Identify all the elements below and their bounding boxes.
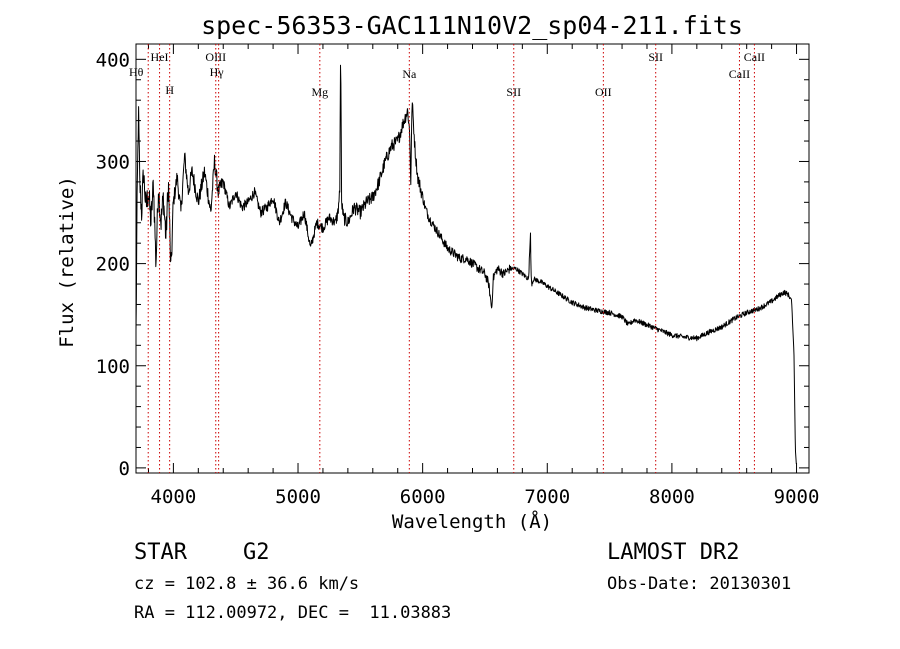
plot-frame bbox=[135, 43, 810, 474]
chart-title: spec-56353-GAC111N10V2_sp04-211.fits bbox=[201, 11, 743, 40]
x-tick-label: 9000 bbox=[774, 486, 820, 508]
line-marker-label: CaII bbox=[729, 67, 750, 81]
x-tick-label: 5000 bbox=[275, 486, 321, 508]
x-tick-label: 7000 bbox=[524, 486, 570, 508]
y-tick-label: 200 bbox=[96, 254, 130, 276]
observation-date: Obs-Date: 20130301 bbox=[607, 574, 792, 594]
redshift-cz: cz = 102.8 ± 36.6 km/s bbox=[134, 574, 360, 594]
line-marker-label: Mg bbox=[311, 85, 328, 99]
line-marker-label: Na bbox=[402, 67, 417, 81]
line-marker-label: OIII bbox=[205, 50, 226, 64]
x-tick-label: 6000 bbox=[400, 486, 446, 508]
line-marker-label: SII bbox=[648, 50, 663, 64]
object-class: STAR bbox=[134, 540, 187, 565]
object-subclass: G2 bbox=[243, 540, 270, 565]
survey-name: LAMOST DR2 bbox=[607, 540, 740, 565]
y-tick-label: 100 bbox=[96, 356, 130, 378]
line-marker-label: Hγ bbox=[210, 65, 225, 79]
axis-ticks: 4000 5000 6000 7000 8000 9000 0 100 200 300 400 bbox=[96, 44, 820, 508]
y-tick-label: 400 bbox=[96, 49, 130, 71]
line-marker-label: H bbox=[165, 83, 174, 97]
spectrum-series-line bbox=[135, 64, 797, 464]
plot-area bbox=[135, 43, 810, 474]
y-axis-label: Flux (relative) bbox=[56, 176, 78, 348]
x-tick-label: 8000 bbox=[649, 486, 695, 508]
line-marker-label: OII bbox=[595, 85, 612, 99]
line-marker-label: HeI bbox=[151, 50, 169, 64]
x-axis-label: Wavelength (Å) bbox=[392, 510, 552, 533]
line-marker-label: SII bbox=[506, 85, 521, 99]
line-marker-label: CaII bbox=[744, 50, 765, 64]
y-tick-label: 0 bbox=[119, 458, 130, 480]
x-tick-label: 4000 bbox=[151, 486, 197, 508]
y-tick-label: 300 bbox=[96, 151, 130, 173]
line-marker-label: Hθ bbox=[129, 65, 144, 79]
ra-dec-coordinates: RA = 112.00972, DEC = 11.03883 bbox=[134, 603, 452, 623]
